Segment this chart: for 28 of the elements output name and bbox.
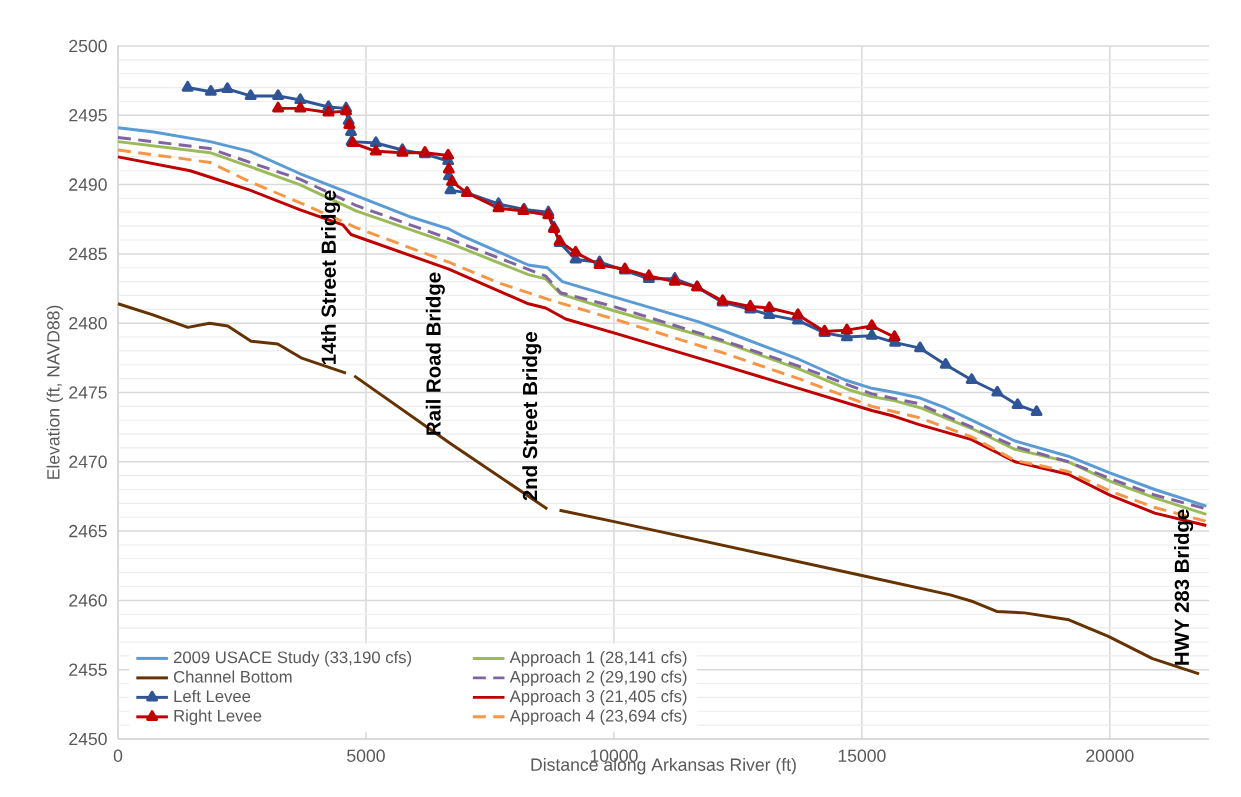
y-tick-label: 2500 [69, 39, 107, 53]
y-tick-label: 2495 [69, 109, 107, 122]
legend-label: 2009 USACE Study (33,190 cfs) [173, 650, 412, 667]
y-tick-label: 2485 [69, 247, 107, 261]
legend-label: Right Levee [174, 709, 262, 725]
legend-label: Approach 2 (29,190 cfs) [509, 670, 687, 686]
legend-label: Approach 4 (23,694 cfs) [509, 709, 687, 725]
y-tick-label: 2490 [69, 178, 107, 191]
y-axis-title: Elevation (ft, NAVD88) [46, 305, 64, 479]
y-tick-label: 2460 [69, 594, 107, 607]
x-tick-label: 15000 [838, 749, 886, 762]
y-tick-label: 2480 [69, 316, 107, 330]
x-tick-label: 20000 [1086, 749, 1134, 762]
x-tick-label: 0 [113, 749, 123, 762]
legend-label: Channel Bottom [173, 670, 292, 683]
y-tick-label: 2465 [69, 524, 107, 538]
y-tick-label: 2475 [69, 386, 107, 399]
annotation: Rail Road Bridge [425, 272, 445, 435]
x-tick-label: 5000 [347, 749, 385, 762]
annotation: HWY 283 Bridge [1174, 509, 1194, 665]
annotation: 2nd Street Bridge [522, 332, 542, 501]
y-tick-label: 2455 [69, 663, 107, 676]
legend-label: Approach 3 (21,405 cfs) [509, 689, 687, 706]
y-tick-label: 2470 [69, 455, 107, 469]
legend-label: Left Levee [174, 689, 251, 703]
annotation: 14th Street Bridge [320, 190, 341, 365]
legend-label: Approach 1 (28,141 cfs) [509, 650, 687, 667]
y-tick-label: 2450 [69, 732, 107, 746]
